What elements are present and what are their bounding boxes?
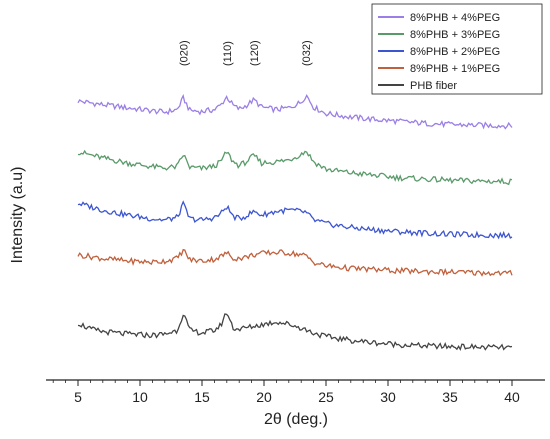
x-axis-title: 2θ (deg.) [264,411,328,428]
x-tick-label: 35 [442,389,458,405]
x-tick-label: 10 [132,389,148,405]
legend: 8%PHB + 4%PEG 8%PHB + 3%PEG 8%PHB + 2%PEG 8… [371,3,543,95]
x-tick-label: 30 [380,389,396,405]
series-line-1 [77,93,513,130]
series-line-2 [77,149,513,186]
x-tick-label: 5 [74,389,82,405]
peak-annotations: (020) (110) (120) (032) [178,40,313,66]
y-axis-title: Intensity (a.u) [9,167,26,264]
legend-label: 8%PHB + 2%PEG [410,46,500,58]
legend-label: 8%PHB + 4%PEG [410,12,500,24]
legend-label: PHB fiber [410,80,457,92]
plot-series-group [77,93,513,352]
peak-label: (110) [222,41,234,66]
x-tick-label: 15 [194,389,210,405]
peak-label: (120) [249,40,261,66]
series-line-4 [77,248,513,277]
series-line-5 [77,313,513,352]
peak-label: (032) [301,40,313,66]
series-line-3 [77,200,513,240]
legend-box [371,3,543,95]
x-tick-label: 20 [256,389,272,405]
legend-label: 8%PHB + 1%PEG [410,63,500,75]
x-axis-ticks: 5 10 15 20 25 30 35 40 [52,380,520,405]
legend-label: 8%PHB + 3%PEG [410,29,500,41]
x-tick-label: 40 [504,389,520,405]
peak-label: (020) [178,40,190,66]
x-tick-label: 25 [318,389,334,405]
